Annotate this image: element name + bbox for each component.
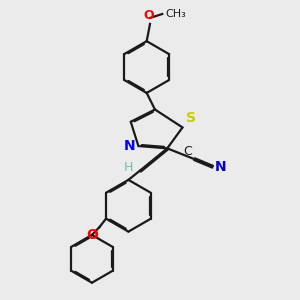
Text: C: C [183, 145, 192, 158]
Text: S: S [186, 111, 196, 125]
Text: N: N [124, 139, 136, 153]
Text: N: N [215, 160, 227, 174]
Text: H: H [123, 161, 133, 174]
Text: O: O [143, 9, 154, 22]
Text: CH₃: CH₃ [166, 9, 186, 19]
Text: O: O [86, 228, 98, 242]
